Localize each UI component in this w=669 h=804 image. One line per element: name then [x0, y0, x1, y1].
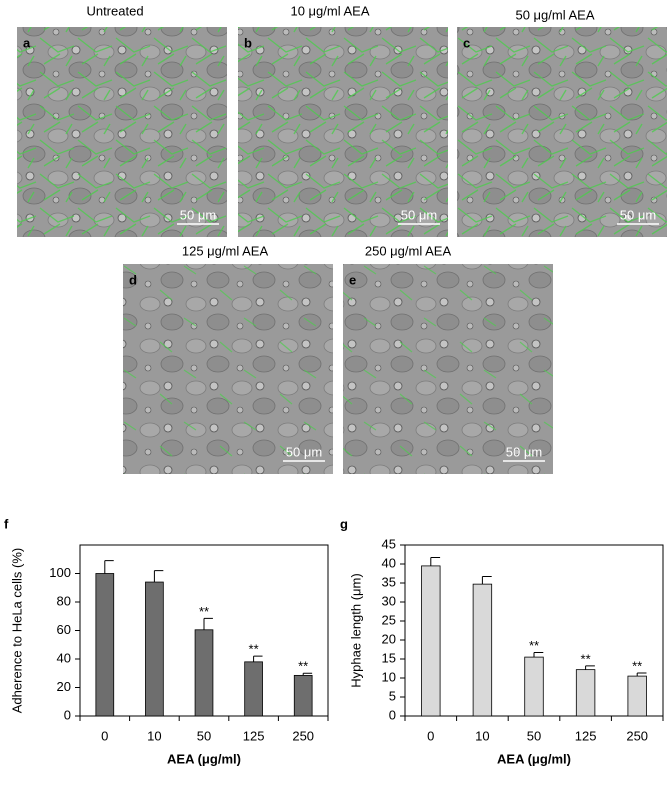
bar — [421, 565, 441, 717]
y-tick-label: 5 — [389, 688, 396, 703]
micrograph-overlay — [457, 27, 667, 237]
y-axis-label: Adherence to HeLa cells (%) — [9, 548, 24, 713]
panel-letter: g — [340, 516, 348, 531]
error-bar — [481, 576, 492, 585]
y-tick-label: 80 — [57, 593, 71, 608]
significance: ** — [298, 659, 308, 674]
panel-letter: e — [349, 272, 356, 287]
panel-letter: c — [463, 35, 470, 50]
significance: ** — [529, 638, 539, 653]
y-tick-label: 25 — [382, 612, 396, 627]
scale-label: 50 μm — [286, 444, 322, 459]
significance: ** — [249, 642, 259, 657]
scale-label: 50 μm — [180, 207, 216, 222]
panel-letter: d — [129, 272, 137, 287]
x-tick-label: 10 — [475, 728, 489, 743]
error-bar — [636, 672, 647, 677]
significance: ** — [581, 651, 591, 666]
x-tick-label: 50 — [197, 728, 211, 743]
y-tick-label: 20 — [382, 631, 396, 646]
bar — [194, 629, 214, 717]
error-bar — [585, 665, 595, 670]
bar — [575, 669, 596, 717]
panel-title: 125 μg/ml AEA — [182, 243, 269, 258]
x-axis-label: AEA (μg/ml) — [497, 751, 571, 766]
significance: ** — [632, 658, 642, 673]
micrograph-overlay — [343, 264, 553, 474]
y-tick-label: 60 — [57, 622, 71, 637]
panel-title: 50 μg/ml AEA — [515, 7, 594, 22]
scale-label: 50 μm — [620, 207, 656, 222]
x-tick-label: 250 — [292, 728, 314, 743]
y-tick-label: 0 — [64, 707, 71, 722]
micrograph-overlay — [123, 264, 333, 474]
bar — [472, 583, 493, 717]
error-bar — [203, 617, 213, 630]
panel-letter: b — [244, 35, 252, 50]
x-tick-label: 125 — [243, 728, 265, 743]
bar — [145, 581, 164, 717]
y-tick-label: 40 — [57, 650, 71, 665]
scale-label: 50 μm — [506, 444, 542, 459]
y-tick-label: 15 — [382, 650, 396, 665]
bar — [627, 675, 647, 717]
error-bar — [533, 652, 544, 658]
panel-letter: f — [4, 516, 9, 531]
x-tick-label: 10 — [147, 728, 161, 743]
y-tick-label: 10 — [382, 669, 396, 684]
scale-label: 50 μm — [401, 207, 437, 222]
y-tick-label: 20 — [57, 679, 71, 694]
error-bar — [104, 560, 114, 574]
error-bar — [430, 557, 441, 566]
y-tick-label: 0 — [389, 707, 396, 722]
y-tick-label: 45 — [382, 536, 396, 551]
panel-title: 10 μg/ml AEA — [290, 3, 369, 18]
bar — [293, 674, 313, 717]
y-axis-label: Hyphae length (μm) — [348, 573, 363, 687]
y-tick-label: 40 — [382, 555, 396, 570]
y-tick-label: 100 — [49, 565, 71, 580]
panel-letter: a — [23, 35, 31, 50]
micrograph-overlay — [17, 27, 227, 237]
bar — [95, 573, 115, 717]
micrograph-overlay — [238, 27, 448, 237]
error-bar — [153, 570, 164, 583]
x-tick-label: 125 — [575, 728, 597, 743]
significance: ** — [199, 604, 209, 619]
x-axis-label: AEA (μg/ml) — [167, 751, 241, 766]
x-tick-label: 0 — [427, 728, 434, 743]
error-bar — [253, 655, 263, 662]
x-tick-label: 250 — [626, 728, 648, 743]
error-bar — [302, 672, 313, 676]
bar — [524, 656, 544, 717]
x-tick-label: 0 — [101, 728, 108, 743]
y-tick-label: 30 — [382, 593, 396, 608]
y-tick-label: 35 — [382, 574, 396, 589]
panel-title: Untreated — [86, 3, 143, 18]
bar — [244, 661, 263, 717]
x-tick-label: 50 — [527, 728, 541, 743]
panel-title: 250 μg/ml AEA — [365, 243, 452, 258]
